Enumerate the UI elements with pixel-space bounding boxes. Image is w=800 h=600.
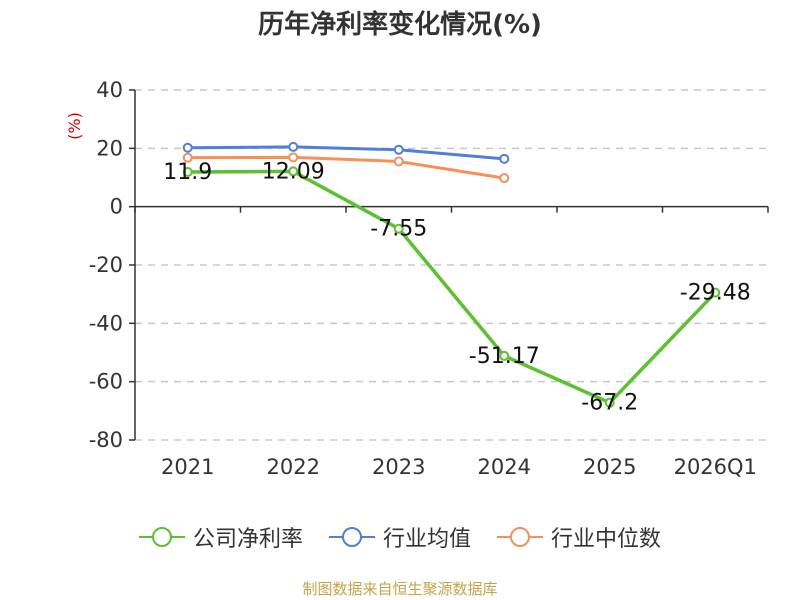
data-point-industry_median[interactable] bbox=[499, 173, 510, 184]
x-tick-label: 2022 bbox=[267, 455, 320, 479]
x-tick-label: 2025 bbox=[583, 455, 636, 479]
data-label: 11.9 bbox=[163, 160, 212, 185]
legend-item-net-margin[interactable]: 公司净利率 bbox=[138, 521, 303, 553]
data-point-industry_median[interactable] bbox=[393, 156, 404, 167]
legend-item-industry-avg[interactable]: 行业均值 bbox=[328, 521, 471, 553]
source-note: 制图数据来自恒生聚源数据库 bbox=[302, 580, 498, 598]
legend-item-industry-median[interactable]: 行业中位数 bbox=[497, 521, 661, 553]
data-label: -67.2 bbox=[581, 391, 638, 416]
data-point-industry_avg[interactable] bbox=[499, 153, 510, 164]
data-point-industry_median[interactable] bbox=[288, 152, 299, 163]
data-point-net_margin[interactable] bbox=[182, 166, 193, 177]
data-point-net_margin[interactable] bbox=[393, 223, 404, 234]
series-line-industry_avg bbox=[187, 145, 505, 161]
data-label: -29.48 bbox=[680, 281, 751, 306]
series-layer bbox=[182, 141, 721, 408]
data-point-industry_avg[interactable] bbox=[288, 141, 299, 152]
data-point-net_margin[interactable] bbox=[288, 166, 299, 177]
y-tick-label: 40 bbox=[96, 78, 123, 102]
chart-title: 历年净利率变化情况(%) bbox=[258, 10, 542, 40]
data-point-net_margin[interactable] bbox=[604, 397, 615, 408]
grid-layer bbox=[135, 89, 768, 441]
legend-marker-industry-avg bbox=[328, 525, 375, 549]
legend-label-industry-median: 行业中位数 bbox=[551, 527, 662, 552]
data-point-net_margin[interactable] bbox=[710, 287, 721, 298]
data-point-industry_avg[interactable] bbox=[182, 142, 193, 153]
data-label: -51.17 bbox=[469, 344, 540, 369]
series-line-industry_median bbox=[187, 155, 505, 180]
legend-label-industry-avg: 行业均值 bbox=[382, 527, 471, 552]
y-axis-label: (%) bbox=[65, 112, 84, 140]
legend-label-net-margin: 公司净利率 bbox=[192, 527, 303, 552]
legend-marker-industry-median bbox=[497, 525, 543, 549]
x-tick-label: 2021 bbox=[161, 455, 214, 479]
data-point-net_margin[interactable] bbox=[499, 350, 510, 361]
series-line-net_margin bbox=[187, 169, 717, 405]
axis-layer: 40 20 0 -20 -40 -60 -80 2021 2022 2023 2024 2025 202… bbox=[89, 78, 769, 479]
legend-marker-net-margin bbox=[138, 525, 185, 549]
y-tick-label: -80 bbox=[89, 428, 123, 452]
x-tick-label: 2024 bbox=[478, 455, 531, 479]
data-point-industry_median[interactable] bbox=[182, 152, 193, 163]
y-tick-label: 0 bbox=[110, 195, 123, 219]
x-tick-label: 2023 bbox=[372, 455, 425, 479]
y-tick-label: 20 bbox=[96, 136, 123, 160]
x-tick-label: 2026Q1 bbox=[674, 455, 757, 479]
data-point-industry_avg[interactable] bbox=[393, 144, 404, 155]
data-label: 12.09 bbox=[262, 159, 325, 184]
chart-legend: 公司净利率 行业均值 行业中位数 bbox=[0, 520, 800, 554]
y-tick-label: -20 bbox=[89, 253, 123, 277]
y-tick-label: -60 bbox=[89, 370, 123, 394]
label-layer: 11.9 12.09 -7.55 -51.17 -67.2 -29.48 bbox=[163, 159, 750, 415]
data-label: -7.55 bbox=[370, 217, 427, 242]
y-tick-label: -40 bbox=[89, 311, 123, 335]
